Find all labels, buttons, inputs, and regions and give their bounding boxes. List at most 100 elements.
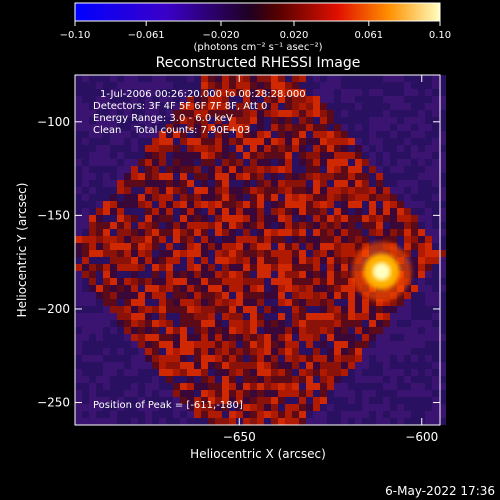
map-pixel — [425, 362, 432, 369]
map-pixel — [257, 117, 264, 124]
map-pixel — [145, 173, 152, 180]
map-pixel — [278, 145, 285, 152]
map-pixel — [271, 145, 278, 152]
map-pixel — [271, 159, 278, 166]
map-pixel — [166, 152, 173, 159]
map-pixel — [348, 208, 355, 215]
map-pixel — [208, 103, 215, 110]
map-pixel — [439, 173, 446, 180]
map-pixel — [103, 418, 110, 425]
map-pixel — [425, 166, 432, 173]
map-pixel — [418, 201, 425, 208]
map-pixel — [411, 299, 418, 306]
map-pixel — [439, 404, 446, 411]
map-pixel — [271, 376, 278, 383]
map-pixel — [152, 418, 159, 425]
map-pixel — [341, 131, 348, 138]
map-pixel — [201, 285, 208, 292]
map-pixel — [222, 257, 229, 264]
map-pixel — [306, 75, 313, 82]
map-pixel — [390, 215, 397, 222]
map-pixel — [362, 208, 369, 215]
map-pixel — [320, 299, 327, 306]
map-pixel — [383, 376, 390, 383]
timestamp: 6-May-2022 17:36 — [385, 484, 495, 498]
map-pixel — [124, 159, 131, 166]
map-pixel — [397, 369, 404, 376]
map-pixel — [152, 327, 159, 334]
map-pixel — [418, 236, 425, 243]
map-pixel — [432, 250, 439, 257]
map-pixel — [124, 250, 131, 257]
map-pixel — [341, 201, 348, 208]
map-pixel — [320, 124, 327, 131]
map-pixel — [313, 201, 320, 208]
map-pixel — [131, 292, 138, 299]
map-pixel — [180, 418, 187, 425]
map-pixel — [124, 369, 131, 376]
map-pixel — [208, 173, 215, 180]
map-pixel — [194, 376, 201, 383]
map-pixel — [103, 173, 110, 180]
map-pixel — [159, 334, 166, 341]
map-pixel — [201, 355, 208, 362]
map-pixel — [117, 327, 124, 334]
map-pixel — [243, 299, 250, 306]
map-pixel — [222, 124, 229, 131]
map-pixel — [390, 355, 397, 362]
map-pixel — [355, 89, 362, 96]
map-pixel — [376, 117, 383, 124]
map-pixel — [187, 117, 194, 124]
map-pixel — [271, 285, 278, 292]
map-pixel — [313, 313, 320, 320]
map-pixel — [264, 110, 271, 117]
map-pixel — [264, 320, 271, 327]
map-pixel — [292, 355, 299, 362]
map-pixel — [306, 390, 313, 397]
map-pixel — [236, 96, 243, 103]
map-pixel — [292, 180, 299, 187]
map-pixel — [299, 173, 306, 180]
map-pixel — [257, 271, 264, 278]
map-pixel — [243, 285, 250, 292]
map-pixel — [243, 75, 250, 82]
map-pixel — [341, 257, 348, 264]
map-pixel — [425, 320, 432, 327]
map-pixel — [201, 243, 208, 250]
map-pixel — [131, 222, 138, 229]
map-pixel — [117, 348, 124, 355]
map-pixel — [82, 411, 89, 418]
map-pixel — [425, 313, 432, 320]
map-pixel — [201, 194, 208, 201]
map-pixel — [194, 124, 201, 131]
map-pixel — [82, 369, 89, 376]
map-pixel — [194, 334, 201, 341]
map-pixel — [201, 208, 208, 215]
map-pixel — [334, 390, 341, 397]
map-pixel — [152, 110, 159, 117]
map-pixel — [376, 299, 383, 306]
map-pixel — [215, 159, 222, 166]
map-pixel — [187, 166, 194, 173]
map-pixel — [355, 117, 362, 124]
map-pixel — [173, 124, 180, 131]
map-pixel — [159, 348, 166, 355]
map-pixel — [320, 348, 327, 355]
map-pixel — [117, 194, 124, 201]
map-pixel — [131, 166, 138, 173]
map-pixel — [383, 159, 390, 166]
map-pixel — [110, 390, 117, 397]
map-pixel — [397, 418, 404, 425]
map-pixel — [425, 327, 432, 334]
map-pixel — [250, 404, 257, 411]
map-pixel — [117, 229, 124, 236]
map-pixel — [390, 376, 397, 383]
map-pixel — [348, 152, 355, 159]
map-pixel — [432, 278, 439, 285]
map-pixel — [89, 180, 96, 187]
map-pixel — [145, 292, 152, 299]
map-pixel — [362, 145, 369, 152]
map-pixel — [271, 215, 278, 222]
map-pixel — [201, 187, 208, 194]
map-pixel — [124, 208, 131, 215]
